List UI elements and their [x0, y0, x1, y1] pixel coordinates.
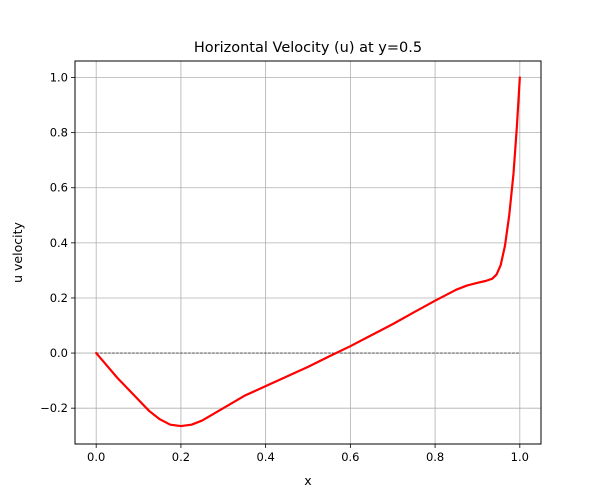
y-tick-label: 0.8: [50, 126, 68, 140]
x-axis-ticks: 0.0 0.2 0.4 0.6 0.8 1.0: [87, 444, 529, 464]
x-tick-label: 0.8: [426, 450, 444, 464]
y-axis-label: u velocity: [10, 222, 25, 283]
x-tick-label: 0.4: [256, 450, 274, 464]
axes-frame: [74, 60, 542, 445]
y-tick-label: 0.0: [50, 346, 68, 360]
series-line: [95, 76, 521, 428]
series-layer: [95, 76, 521, 428]
y-tick-label: 1.0: [50, 71, 68, 85]
y-tick-label: 0.6: [50, 181, 68, 195]
y-tick-label: −0.2: [40, 401, 68, 415]
x-tick-label: 1.0: [511, 450, 529, 464]
x-tick-label: 0.0: [87, 450, 105, 464]
x-tick-label: 0.2: [172, 450, 190, 464]
grid-lines: [75, 61, 541, 444]
y-tick-label: 0.4: [50, 236, 68, 250]
y-tick-label: 0.2: [50, 291, 68, 305]
chart-title: Horizontal Velocity (u) at y=0.5: [194, 40, 422, 56]
x-tick-label: 0.6: [341, 450, 359, 464]
y-axis-ticks: −0.2 0.0 0.2 0.4 0.6 0.8 1.0: [40, 71, 75, 415]
x-axis-label: x: [304, 473, 311, 488]
